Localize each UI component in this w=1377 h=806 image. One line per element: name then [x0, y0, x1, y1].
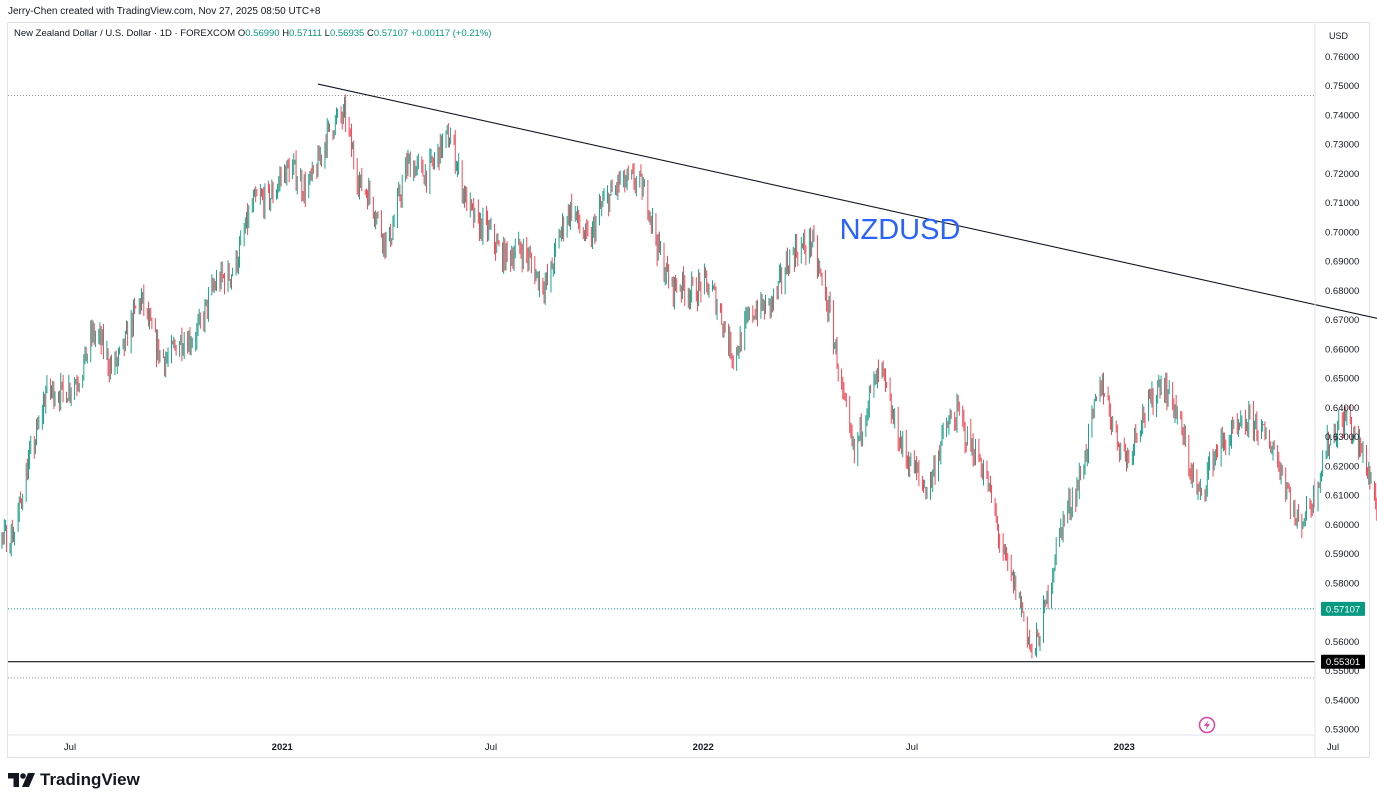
- open-label: O: [237, 28, 246, 39]
- time-axis: Jul2021Jul2022Jul2023Jul2024Jul2025Jul20…: [8, 734, 1339, 753]
- y-tick-label: 0.76000: [1325, 52, 1359, 63]
- x-tick-label: Jul: [1327, 742, 1339, 753]
- high-label: H: [282, 28, 290, 39]
- brand-logo[interactable]: TradingView: [8, 770, 140, 790]
- support-price-tag-label: 0.55301: [1326, 657, 1360, 668]
- y-tick-label: 0.69000: [1325, 257, 1359, 268]
- x-tick-label: Jul: [906, 742, 918, 753]
- tradingview-logo-icon: [8, 773, 35, 787]
- y-tick-label: 0.58000: [1325, 578, 1359, 589]
- y-tick-label: 0.66000: [1325, 344, 1359, 355]
- high-value: 0.57111: [289, 28, 323, 39]
- symbol-legend[interactable]: New Zealand Dollar / U.S. Dollar · 1D · …: [14, 28, 491, 39]
- brand-name: TradingView: [40, 770, 140, 789]
- y-tick-label: 0.59000: [1325, 549, 1359, 560]
- x-tick-label: Jul: [485, 742, 497, 753]
- x-tick-label: 2021: [272, 742, 294, 753]
- open-value: 0.56990: [245, 28, 280, 39]
- x-tick-label: 2022: [693, 742, 714, 753]
- y-tick-label: 0.61000: [1325, 491, 1359, 502]
- y-tick-label: 0.55000: [1325, 666, 1359, 677]
- y-tick-label: 0.63000: [1325, 432, 1359, 443]
- y-tick-label: 0.53000: [1325, 725, 1359, 736]
- y-tick-label: 0.75000: [1325, 81, 1359, 92]
- trendline[interactable]: [317, 83, 1377, 540]
- y-tick-label: 0.67000: [1325, 315, 1359, 326]
- lightning-icon[interactable]: [1198, 716, 1216, 734]
- y-tick-label: 0.60000: [1325, 520, 1359, 531]
- chart-frame: [7, 22, 1370, 758]
- y-tick-label: 0.71000: [1325, 198, 1359, 209]
- price-axis: USD 0.76000 0.75000 0.74000 0.73000 0.72000 0.…: [1314, 22, 1365, 758]
- y-tick-label: 0.54000: [1325, 695, 1359, 706]
- chart-annotation-title[interactable]: NZDUSD: [840, 214, 961, 246]
- symbol-name[interactable]: New Zealand Dollar / U.S. Dollar · 1D · …: [14, 28, 236, 39]
- y-tick-label: 0.74000: [1325, 110, 1359, 121]
- drawing-layer: [8, 83, 1377, 679]
- y-tick-label: 0.64000: [1325, 403, 1359, 414]
- low-value: 0.56935: [329, 28, 365, 39]
- last-price-tag-label: 0.57107: [1326, 604, 1360, 615]
- candle-series: [1, 94, 1377, 659]
- close-label: C: [366, 28, 374, 39]
- chart-credit: Jerry-Chen created with TradingView.com,…: [8, 6, 321, 17]
- y-tick-label: 0.65000: [1325, 374, 1359, 385]
- y-tick-label: 0.62000: [1325, 461, 1359, 472]
- y-tick-label: 0.72000: [1325, 169, 1359, 180]
- last-price-tag: [1321, 601, 1365, 616]
- y-tick-label: 0.73000: [1325, 140, 1359, 151]
- support-price-tag: [1321, 654, 1365, 669]
- currency-label: USD: [1329, 31, 1349, 41]
- y-tick-label: 0.56000: [1325, 637, 1359, 648]
- x-tick-label: 2023: [1114, 742, 1135, 753]
- y-tick-label: 0.70000: [1325, 227, 1359, 238]
- change-value: +0.00117 (+0.21%): [410, 28, 492, 39]
- low-label: L: [324, 28, 330, 39]
- y-tick-label: 0.68000: [1325, 286, 1359, 297]
- x-tick-label: Jul: [64, 742, 76, 753]
- close-value: 0.57107: [373, 28, 409, 39]
